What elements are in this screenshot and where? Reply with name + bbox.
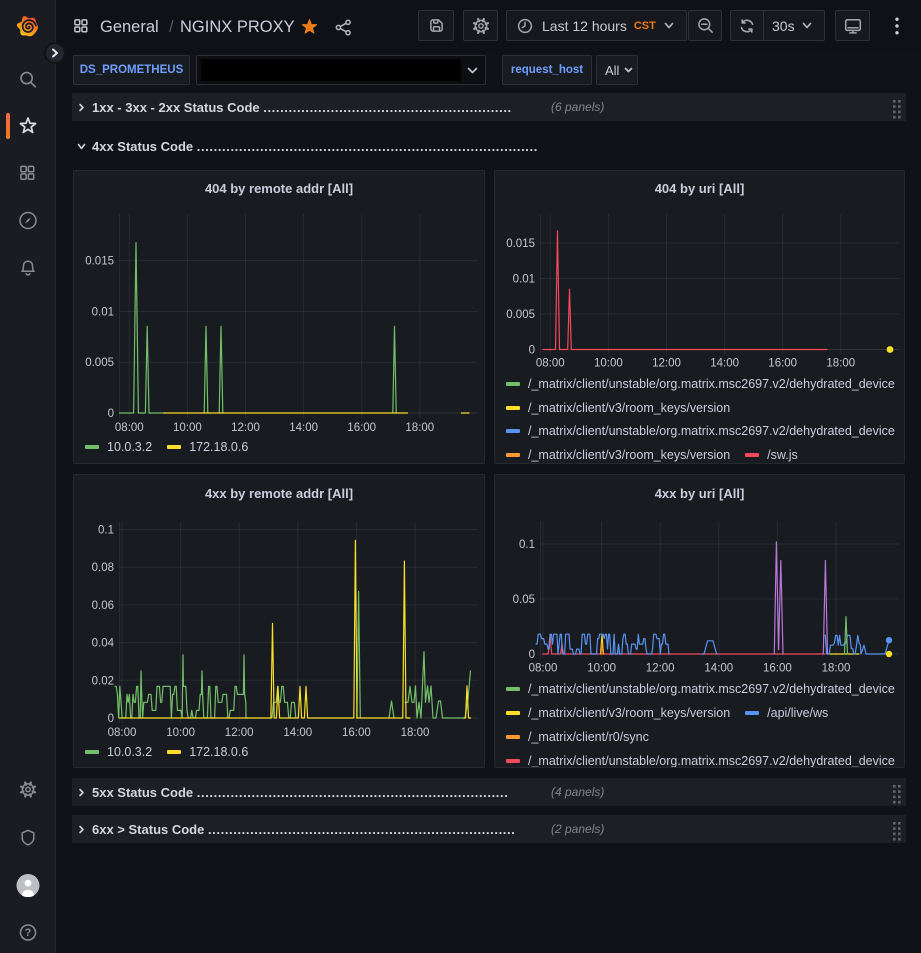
svg-text:12:00: 12:00 — [646, 663, 675, 675]
svg-text:18:00: 18:00 — [822, 663, 851, 675]
svg-text:14:00: 14:00 — [710, 358, 739, 370]
svg-text:10:00: 10:00 — [594, 358, 623, 370]
svg-text:18:00: 18:00 — [401, 727, 430, 739]
svg-text:0: 0 — [108, 713, 114, 725]
svg-text:08:00: 08:00 — [115, 422, 144, 434]
svg-text:18:00: 18:00 — [405, 422, 434, 434]
svg-text:12:00: 12:00 — [652, 358, 681, 370]
svg-text:16:00: 16:00 — [763, 663, 792, 675]
svg-text:12:00: 12:00 — [231, 422, 260, 434]
svg-text:14:00: 14:00 — [704, 663, 733, 675]
svg-text:08:00: 08:00 — [529, 663, 558, 675]
svg-text:0.08: 0.08 — [92, 562, 114, 574]
svg-text:?: ? — [24, 927, 31, 939]
svg-text:12:00: 12:00 — [225, 727, 254, 739]
svg-text:16:00: 16:00 — [342, 727, 371, 739]
svg-text:0.1: 0.1 — [519, 539, 535, 551]
svg-text:14:00: 14:00 — [283, 727, 312, 739]
svg-text:0.01: 0.01 — [92, 307, 114, 319]
svg-text:0.015: 0.015 — [506, 238, 535, 250]
svg-text:0.015: 0.015 — [85, 256, 114, 268]
svg-text:08:00: 08:00 — [108, 727, 137, 739]
svg-text:0: 0 — [529, 649, 535, 661]
svg-text:0.1: 0.1 — [98, 525, 114, 537]
svg-text:0.02: 0.02 — [92, 675, 114, 687]
svg-text:14:00: 14:00 — [289, 422, 318, 434]
svg-text:0.01: 0.01 — [513, 274, 535, 286]
svg-text:16:00: 16:00 — [768, 358, 797, 370]
svg-text:10:00: 10:00 — [587, 663, 616, 675]
svg-text:10:00: 10:00 — [173, 422, 202, 434]
svg-text:0.005: 0.005 — [506, 309, 535, 321]
svg-text:0.005: 0.005 — [85, 357, 114, 369]
svg-text:08:00: 08:00 — [536, 358, 565, 370]
svg-text:0: 0 — [529, 345, 535, 357]
svg-text:16:00: 16:00 — [347, 422, 376, 434]
svg-text:18:00: 18:00 — [826, 358, 855, 370]
svg-text:0.05: 0.05 — [513, 594, 535, 606]
svg-text:0.04: 0.04 — [92, 638, 115, 650]
svg-text:10:00: 10:00 — [166, 727, 195, 739]
svg-text:0.06: 0.06 — [92, 600, 114, 612]
svg-text:0: 0 — [108, 408, 114, 420]
